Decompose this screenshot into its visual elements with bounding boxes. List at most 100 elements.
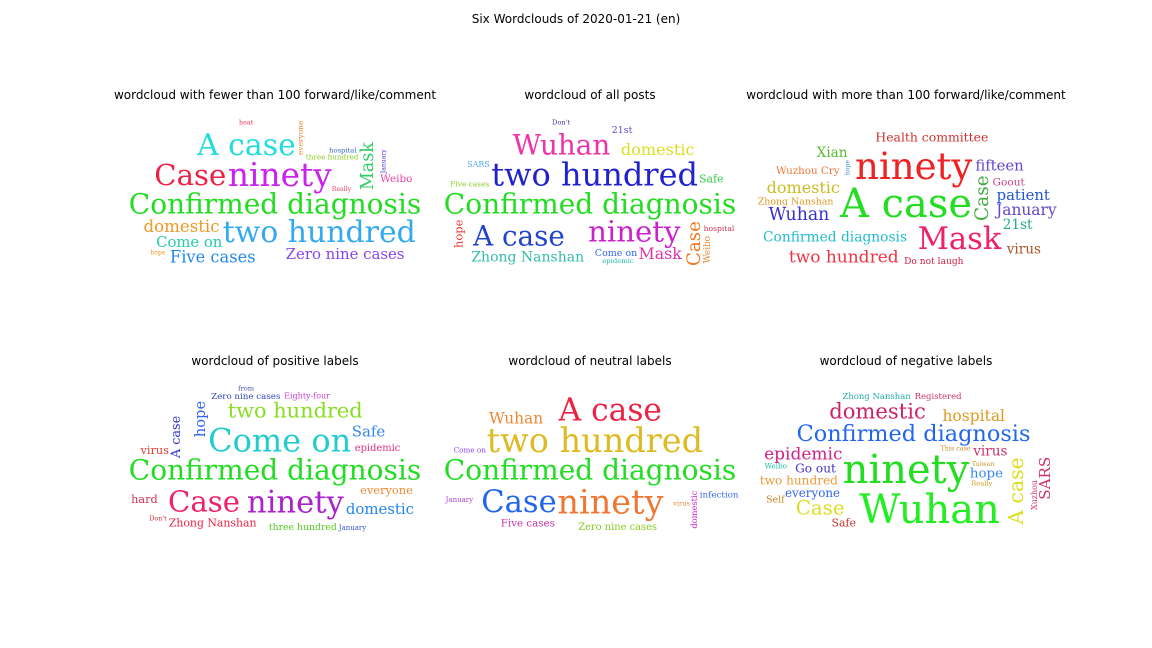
- wordcloud-word: A case: [1004, 457, 1028, 525]
- wordcloud-word: Zero nine cases: [211, 392, 281, 402]
- wordcloud-word: two hundred: [487, 421, 703, 460]
- wordcloud-word: Weibo: [380, 173, 412, 185]
- wordcloud-word: Come on: [156, 234, 223, 251]
- wordcloud-word: Come on: [595, 248, 637, 259]
- wordcloud-word: ninety: [843, 447, 970, 493]
- wordcloud-word: ninety: [228, 156, 332, 194]
- wordcloud-word: hospital: [942, 407, 1005, 425]
- wordcloud-word: Five cases: [170, 247, 256, 266]
- wordcloud-panel-neutral: wordcloud of neutral labels Confirmed di…: [425, 354, 755, 544]
- wordcloud: Confirmed diagnosis Come on ninety two hund…: [110, 372, 440, 544]
- wordcloud-word: virus: [672, 500, 690, 508]
- wordcloud-word: ninety: [247, 485, 345, 520]
- wordcloud-word: Go out: [795, 462, 836, 476]
- wordcloud-word: domestic: [144, 217, 220, 236]
- wordcloud-word: Case: [796, 496, 845, 519]
- wordcloud-panel-positive: wordcloud of positive labels Confirmed d…: [110, 354, 440, 544]
- wordcloud-word: Confirmed diagnosis: [444, 454, 736, 487]
- wordcloud-word: Mask: [639, 244, 683, 263]
- wordcloud-word: Mask: [358, 142, 378, 190]
- wordcloud-word: A case: [558, 392, 662, 428]
- wordcloud-word: Confirmed diagnosis: [797, 421, 1031, 447]
- wordcloud-word: ninety: [588, 215, 681, 249]
- wordcloud-word: infection: [700, 490, 739, 500]
- wordcloud-word: Case: [684, 221, 705, 266]
- wordcloud-word: Case: [168, 485, 240, 519]
- wordcloud-word: from: [238, 385, 255, 393]
- wordcloud-word: Goout: [993, 176, 1026, 188]
- wordcloud-word: virus: [139, 444, 169, 457]
- wordcloud-word: Zhong Nanshan: [471, 250, 584, 266]
- wordcloud: A case ninety Mask Confirmed diagnosis two h…: [741, 106, 1071, 278]
- wordcloud-word: Safe: [699, 172, 723, 185]
- wordcloud-word: Safe: [352, 422, 386, 440]
- wordcloud-word: Don't: [149, 515, 167, 523]
- wordcloud-word: virus: [972, 444, 1007, 460]
- wordcloud-word: SARS: [467, 160, 489, 169]
- wordcloud-panel-negative: wordcloud of negative labels ninety Wuhan…: [741, 354, 1071, 544]
- wordcloud-word: Wuhan: [489, 410, 543, 428]
- wordcloud-word: Confirmed diagnosis: [129, 188, 421, 221]
- wordcloud-word: Case: [972, 175, 993, 221]
- wordcloud-word: 21st: [612, 125, 633, 136]
- wordcloud-word: Zhong Nanshan: [169, 517, 257, 530]
- wordcloud-word: two hundred: [760, 474, 838, 488]
- wordcloud-word: Do not laugh: [904, 257, 964, 267]
- wordcloud-word: domestic: [689, 490, 699, 528]
- wordcloud-word: domestic: [829, 398, 926, 423]
- wordcloud-panel-more: wordcloud with more than 100 forward/lik…: [741, 88, 1071, 278]
- wordcloud-word: hope: [451, 219, 465, 248]
- wordcloud-word: Safe: [832, 517, 856, 530]
- wordcloud-word: ninety: [855, 145, 972, 188]
- wordcloud-word: Zero nine cases: [578, 522, 657, 533]
- wordcloud-word: Weibo: [764, 461, 787, 470]
- wordcloud-word: hospital: [704, 224, 735, 233]
- wordcloud-word: two hundred: [789, 247, 899, 267]
- wordcloud-word: patient: [997, 187, 1050, 204]
- wordcloud-word: two hundred: [491, 156, 698, 194]
- panel-title: wordcloud of positive labels: [191, 354, 359, 368]
- wordcloud-word: everyone: [360, 483, 413, 497]
- wordcloud-word: Wuhan: [513, 128, 611, 161]
- wordcloud-word: two hundred: [228, 398, 363, 422]
- wordcloud-word: epidemic: [602, 257, 634, 265]
- panel-title: wordcloud of all posts: [524, 88, 656, 102]
- wordcloud-word: January: [994, 201, 1057, 219]
- wordcloud-word: Taiwan: [972, 460, 995, 468]
- wordcloud-word: Five cases: [450, 180, 489, 189]
- wordcloud-word: Registered: [915, 392, 962, 402]
- wordcloud-word: Health committee: [875, 129, 988, 144]
- wordcloud-word: fifteen: [975, 157, 1024, 174]
- wordcloud: Confirmed diagnosis two hundred ninety A ca…: [425, 372, 755, 544]
- wordcloud-word: A case: [196, 128, 296, 163]
- wordcloud-word: Zhong Nanshan: [842, 392, 911, 402]
- wordcloud: Confirmed diagnosis two hundred ninety A ca…: [425, 106, 755, 278]
- wordcloud-word: Weibo: [703, 236, 713, 263]
- wordcloud-word: epidemic: [764, 444, 842, 464]
- wordcloud-word: January: [338, 524, 367, 532]
- wordcloud-word: everyone: [785, 486, 840, 500]
- wordcloud-panel-all: wordcloud of all posts Confirmed diagnos…: [425, 88, 755, 278]
- wordcloud-word: epidemic: [355, 443, 401, 454]
- wordcloud-word: domestic: [767, 178, 840, 197]
- wordcloud-word: Wuhan: [859, 487, 1000, 533]
- wordcloud-word: hope: [845, 160, 852, 175]
- wordcloud-word: ninety: [557, 482, 663, 521]
- wordcloud-word: January: [445, 496, 474, 504]
- wordcloud-word: Confirmed diagnosis: [763, 229, 907, 245]
- wordcloud-word: hope: [192, 401, 209, 437]
- wordcloud-word: Case: [481, 485, 556, 520]
- panel-title: wordcloud with fewer than 100 forward/li…: [113, 88, 437, 102]
- panel-title: wordcloud of negative labels: [819, 354, 993, 368]
- wordcloud-word: Mask: [918, 222, 1002, 257]
- wordcloud-word: two hundred: [223, 215, 416, 250]
- wordcloud-word: Case: [154, 158, 226, 192]
- panel-title: wordcloud of neutral labels: [508, 354, 672, 368]
- wordcloud-word: Don't: [552, 119, 571, 127]
- wordcloud-word: three hundred: [306, 152, 359, 161]
- wordcloud-word: Xuzhou: [1030, 480, 1039, 510]
